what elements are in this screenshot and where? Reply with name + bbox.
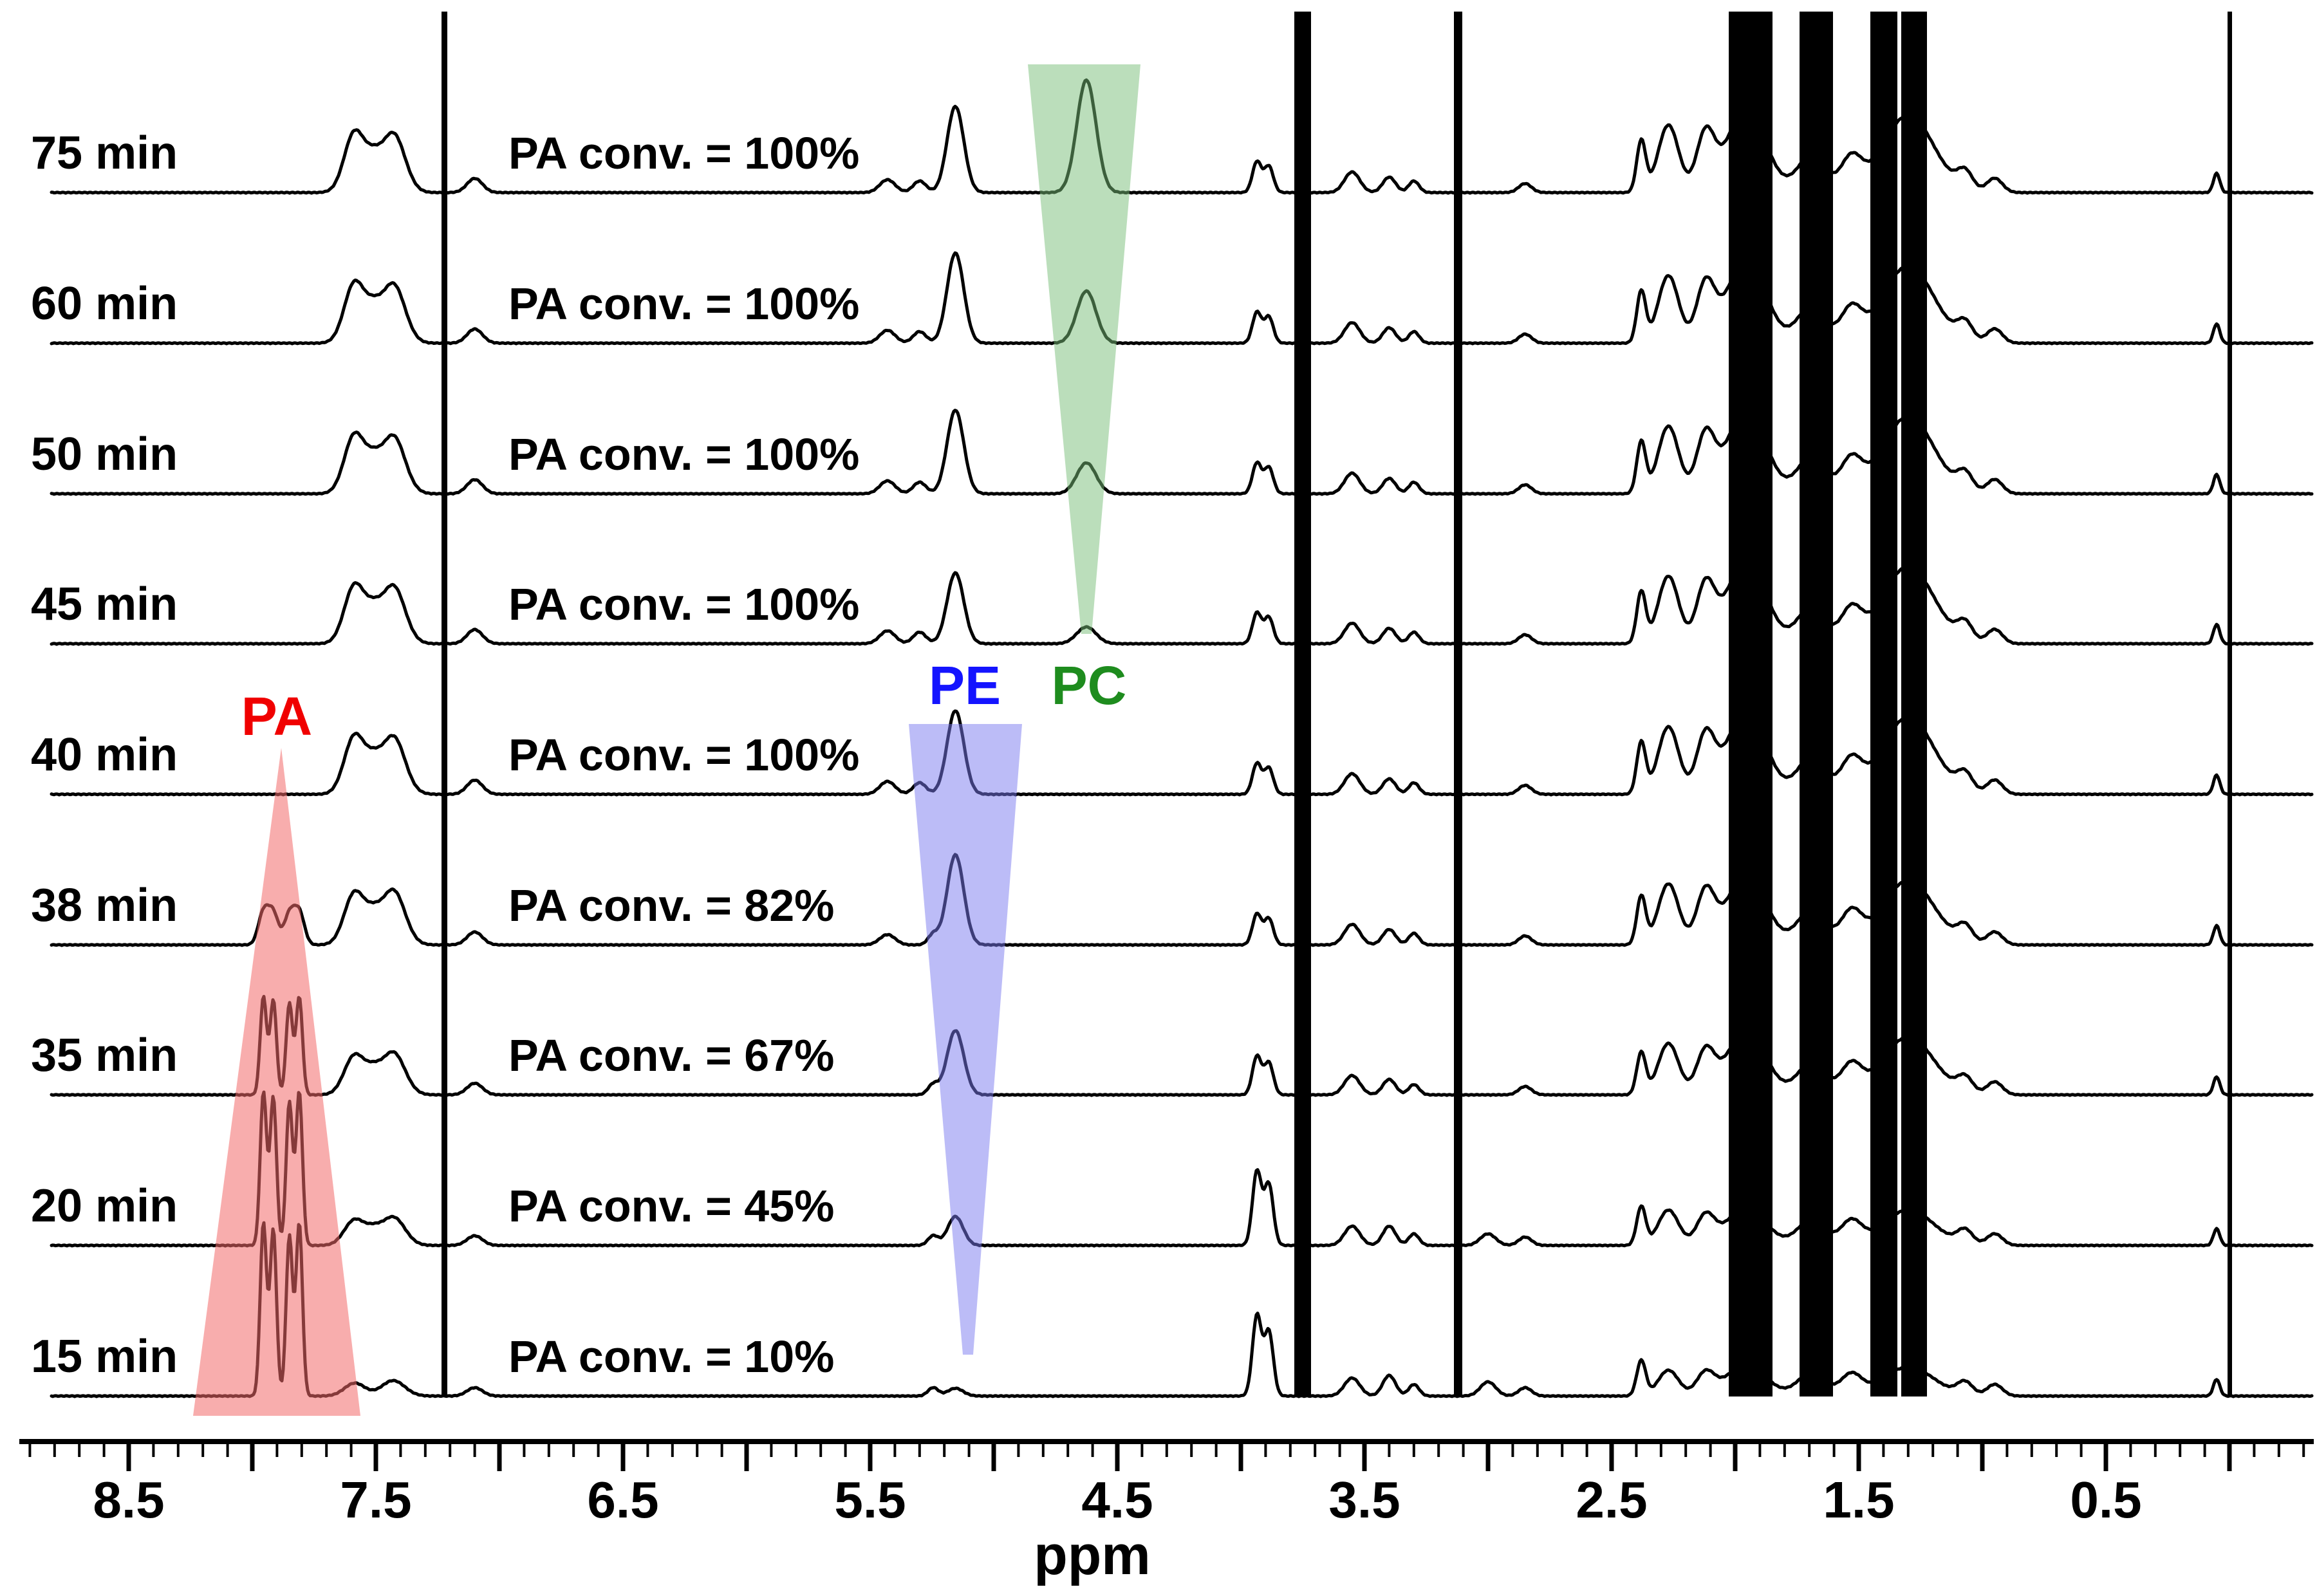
clipped-solvent-peak-band	[2228, 12, 2232, 1396]
spectrum-trace-15min	[50, 1221, 2314, 1398]
pa-highlight-wedge	[193, 748, 360, 1416]
spectrum-trace-45min	[50, 558, 2314, 646]
time-label: 40 min	[31, 729, 178, 781]
x-axis-tick-label: 5.5	[834, 1471, 906, 1528]
conversion-label: PA conv. = 100%	[508, 730, 859, 780]
spectrum-trace-38min	[50, 853, 2314, 947]
spectrum-trace-50min	[50, 408, 2314, 496]
time-label: 60 min	[31, 278, 178, 329]
conversion-label: PA conv. = 100%	[508, 429, 859, 479]
conversion-label: PA conv. = 100%	[508, 579, 859, 629]
x-axis-tick-label: 6.5	[587, 1471, 658, 1528]
clipped-solvent-peak-band	[442, 12, 447, 1396]
pe-species-label: PE	[929, 655, 1001, 716]
x-axis-tick-label: 4.5	[1081, 1471, 1153, 1528]
spectrum-trace-75min	[50, 78, 2314, 195]
time-label: 50 min	[31, 429, 178, 480]
time-label: 20 min	[31, 1180, 178, 1232]
spectrum-trace-40min	[50, 709, 2314, 797]
spectrum-trace-20min	[50, 1090, 2314, 1248]
clipped-solvent-peak-band	[1870, 12, 1897, 1396]
pc-highlight-wedge	[1028, 64, 1140, 634]
x-axis-tick-label: 2.5	[1576, 1471, 1647, 1528]
x-axis-tick-label: 1.5	[1823, 1471, 1894, 1528]
conversion-label: PA conv. = 45%	[508, 1181, 834, 1231]
clipped-solvent-peak-band	[1294, 12, 1311, 1396]
pc-species-label: PC	[1052, 655, 1127, 716]
conversion-label: PA conv. = 82%	[508, 880, 834, 931]
x-axis-tick-label: 0.5	[2070, 1471, 2141, 1528]
clipped-solvent-peak-band	[1901, 12, 1927, 1396]
clipped-solvent-peak-band	[1800, 12, 1833, 1396]
spectrum-trace-35min	[50, 994, 2314, 1097]
time-label: 38 min	[31, 880, 178, 931]
spectrum-trace-60min	[50, 251, 2314, 346]
pe-highlight-wedge	[909, 724, 1022, 1355]
x-axis-tick-label: 8.5	[93, 1471, 164, 1528]
conversion-label: PA conv. = 100%	[508, 279, 859, 329]
clipped-solvent-peak-band	[1729, 12, 1773, 1396]
x-axis-title: ppm	[1034, 1525, 1151, 1586]
conversion-label: PA conv. = 10%	[508, 1332, 834, 1382]
x-axis-tick-label: 7.5	[340, 1471, 411, 1528]
pa-species-label: PA	[241, 686, 312, 747]
x-axis-tick-label: 3.5	[1328, 1471, 1400, 1528]
time-label: 75 min	[31, 127, 178, 179]
time-label: 45 min	[31, 579, 178, 630]
time-label: 35 min	[31, 1030, 178, 1081]
conversion-label: PA conv. = 100%	[508, 128, 859, 178]
clipped-solvent-peak-band	[1454, 12, 1462, 1396]
conversion-label: PA conv. = 67%	[508, 1030, 834, 1081]
time-label: 15 min	[31, 1331, 178, 1382]
